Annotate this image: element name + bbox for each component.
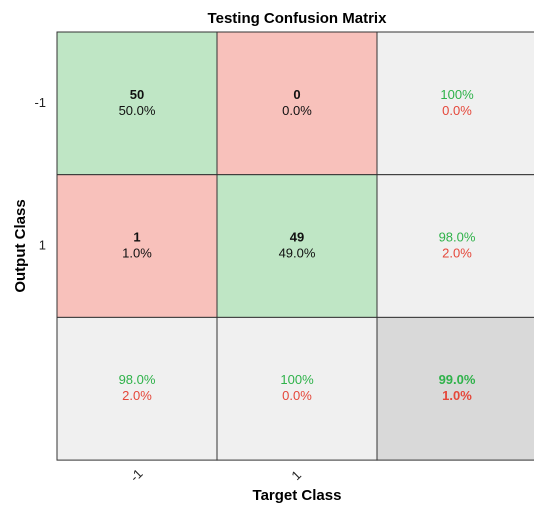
correct-rate: 100% bbox=[280, 372, 314, 387]
error-rate: 0.0% bbox=[282, 388, 312, 403]
matrix-cell bbox=[216, 316, 378, 461]
row-label: 1 bbox=[39, 237, 46, 252]
error-rate: 2.0% bbox=[122, 388, 152, 403]
row-label: -1 bbox=[34, 95, 46, 110]
cell-count: 49 bbox=[290, 229, 304, 244]
correct-rate: 99.0% bbox=[439, 372, 476, 387]
matrix-cell bbox=[376, 174, 534, 318]
cell-percent: 50.0% bbox=[119, 103, 156, 118]
cell-percent: 0.0% bbox=[282, 103, 312, 118]
cell-count: 1 bbox=[133, 229, 140, 244]
y-axis-label: Output Class bbox=[12, 199, 29, 292]
column-label: 1 bbox=[288, 467, 304, 483]
cell-count: 50 bbox=[130, 87, 144, 102]
correct-rate: 100% bbox=[440, 87, 474, 102]
matrix-cell bbox=[376, 316, 534, 461]
matrix-cell bbox=[216, 174, 378, 318]
error-rate: 0.0% bbox=[442, 103, 472, 118]
matrix-cell bbox=[56, 174, 218, 318]
correct-rate: 98.0% bbox=[119, 372, 156, 387]
cell-percent: 1.0% bbox=[122, 245, 152, 260]
column-label: -1 bbox=[127, 466, 146, 485]
title: Testing Confusion Matrix bbox=[208, 10, 388, 27]
matrix-cell bbox=[216, 31, 378, 176]
error-rate: 1.0% bbox=[442, 388, 472, 403]
cell-count: 0 bbox=[293, 87, 300, 102]
error-rate: 2.0% bbox=[442, 245, 472, 260]
cell-percent: 49.0% bbox=[279, 245, 316, 260]
correct-rate: 98.0% bbox=[439, 229, 476, 244]
x-axis-label: Target Class bbox=[253, 487, 342, 504]
matrix-cell bbox=[56, 31, 218, 176]
